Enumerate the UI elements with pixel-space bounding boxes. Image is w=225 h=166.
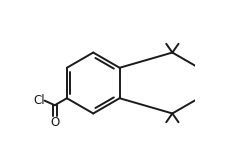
Text: Cl: Cl xyxy=(33,94,44,107)
Text: O: O xyxy=(50,116,59,129)
